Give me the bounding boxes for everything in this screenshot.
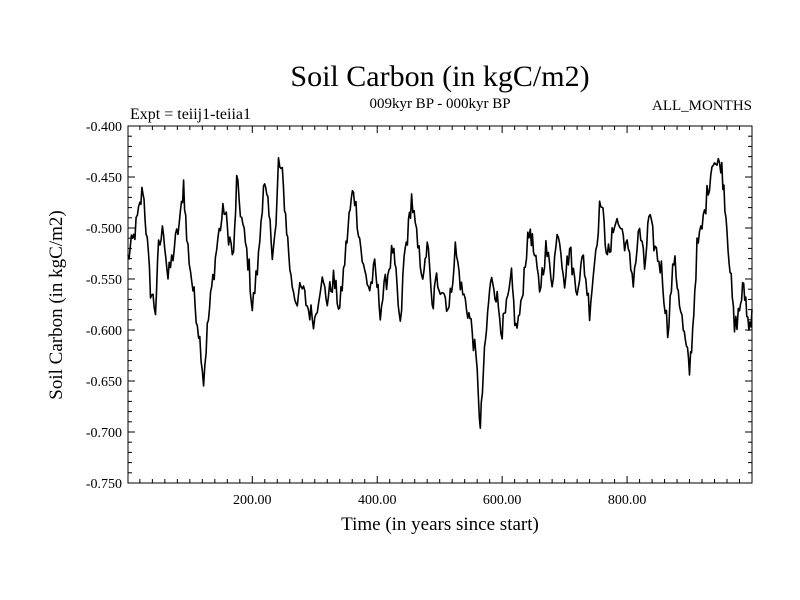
y-tick-label: -0.650 [86,375,122,390]
chart-title: Soil Carbon (in kgC/m2) [290,60,589,93]
x-tick-label: 600.00 [483,493,522,508]
y-tick-label: -0.700 [86,426,122,441]
y-tick-label: -0.600 [86,324,122,339]
y-tick-label: -0.550 [86,273,122,288]
x-axis-label: Time (in years since start) [341,514,539,535]
plot-area: 200.00 400.00 600.00 800.00 -0.400 -0.450 -0.5… [86,120,753,508]
y-tick-label: -0.450 [86,171,122,186]
x-tick-label: 800.00 [608,493,647,508]
y-tick-label: -0.750 [86,477,122,492]
x-tick-label: 400.00 [358,493,397,508]
y-tick-label: -0.400 [86,120,122,135]
chart-subtitle: 009kyr BP - 000kyr BP [369,96,510,112]
y-tick-label: -0.500 [86,222,122,237]
x-tick-label: 200.00 [233,493,272,508]
experiment-label: Expt = teiij1-teiia1 [130,106,251,123]
season-label: ALL_MONTHS [652,98,752,114]
y-axis-label: Soil Carbon (in kgC/m2) [46,210,67,399]
series-line [127,157,753,430]
